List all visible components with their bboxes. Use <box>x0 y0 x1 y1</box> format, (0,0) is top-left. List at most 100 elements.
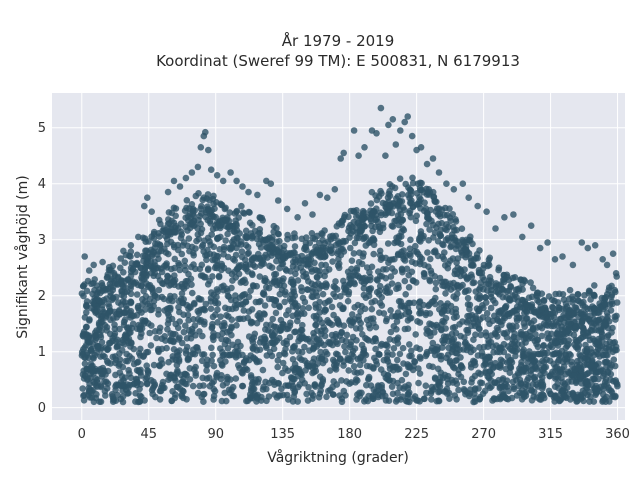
data-point <box>531 337 539 345</box>
data-point <box>416 184 424 192</box>
data-point <box>507 356 515 364</box>
data-point <box>226 352 233 359</box>
data-point <box>405 284 413 291</box>
data-point <box>155 286 163 294</box>
data-point <box>349 272 357 280</box>
data-point <box>130 345 138 353</box>
data-point <box>342 237 350 245</box>
data-point <box>505 387 512 395</box>
data-point <box>210 385 218 393</box>
data-point <box>211 264 219 272</box>
data-point <box>187 351 194 359</box>
data-point <box>471 361 479 369</box>
data-point <box>218 266 225 274</box>
data-point <box>500 272 508 279</box>
data-point <box>132 390 139 397</box>
data-point <box>107 292 114 300</box>
data-point <box>406 315 414 322</box>
data-point <box>395 234 403 242</box>
data-point <box>534 297 541 304</box>
data-point <box>610 356 618 364</box>
data-point <box>330 311 337 319</box>
data-point <box>97 353 104 360</box>
data-point <box>347 207 355 215</box>
data-point <box>217 313 224 321</box>
data-point <box>301 343 308 351</box>
data-point <box>260 289 268 296</box>
data-point <box>150 361 158 369</box>
data-point <box>112 338 120 345</box>
data-point <box>187 304 194 311</box>
data-point <box>577 334 585 342</box>
data-point <box>423 351 431 358</box>
outlier-point <box>350 127 358 134</box>
data-point <box>496 348 504 356</box>
data-point <box>528 386 535 394</box>
data-point <box>316 309 324 316</box>
data-point <box>208 289 215 296</box>
x-tick-label: 315 <box>538 427 563 442</box>
data-point <box>409 277 417 284</box>
data-point <box>411 358 418 365</box>
data-point <box>566 286 574 294</box>
data-point <box>122 386 130 394</box>
data-point <box>471 372 479 380</box>
data-point <box>583 356 591 363</box>
outlier-point <box>127 242 135 249</box>
data-point <box>528 293 536 301</box>
data-point <box>165 228 172 236</box>
data-point <box>584 305 591 313</box>
data-point <box>178 250 186 258</box>
data-point <box>192 372 199 379</box>
data-point <box>343 378 350 385</box>
data-point <box>449 211 457 218</box>
data-point <box>262 378 269 386</box>
data-point <box>460 378 468 386</box>
data-point <box>404 390 412 398</box>
data-point <box>206 196 213 204</box>
data-point <box>338 395 346 403</box>
chart-title-line-1: År 1979 - 2019 <box>282 31 395 50</box>
data-point <box>396 206 404 214</box>
data-point <box>477 284 484 291</box>
data-point <box>164 326 171 333</box>
data-point <box>426 277 434 285</box>
data-point <box>280 242 288 250</box>
data-point <box>181 207 189 214</box>
data-point <box>148 269 155 277</box>
data-point <box>467 257 475 265</box>
data-point <box>294 309 302 317</box>
outlier-point <box>578 239 586 246</box>
data-point <box>478 349 486 356</box>
outlier-point <box>120 247 127 255</box>
data-point <box>554 380 561 388</box>
data-point <box>292 256 299 264</box>
data-point <box>289 295 297 303</box>
data-point <box>229 383 237 391</box>
data-point <box>339 245 346 253</box>
data-point <box>143 349 150 356</box>
data-point <box>298 356 305 364</box>
data-point <box>191 221 199 229</box>
data-point <box>538 332 546 340</box>
data-point <box>332 232 340 240</box>
data-point <box>249 319 256 326</box>
data-point <box>180 328 188 336</box>
data-point <box>354 272 362 280</box>
data-point <box>234 338 242 346</box>
data-point <box>595 316 603 324</box>
data-point <box>204 191 212 198</box>
data-point <box>424 211 431 219</box>
data-point <box>245 308 253 315</box>
data-point <box>312 243 319 251</box>
data-point <box>174 324 182 332</box>
data-point <box>168 265 175 273</box>
data-point <box>532 331 539 338</box>
data-point <box>413 190 421 197</box>
data-point <box>565 337 573 344</box>
data-point <box>442 290 449 297</box>
chart-title-line-2: Koordinat (Sweref 99 TM): E 500831, N 61… <box>156 52 520 70</box>
data-point <box>182 322 189 330</box>
data-point <box>156 324 164 332</box>
outlier-point <box>141 202 148 210</box>
